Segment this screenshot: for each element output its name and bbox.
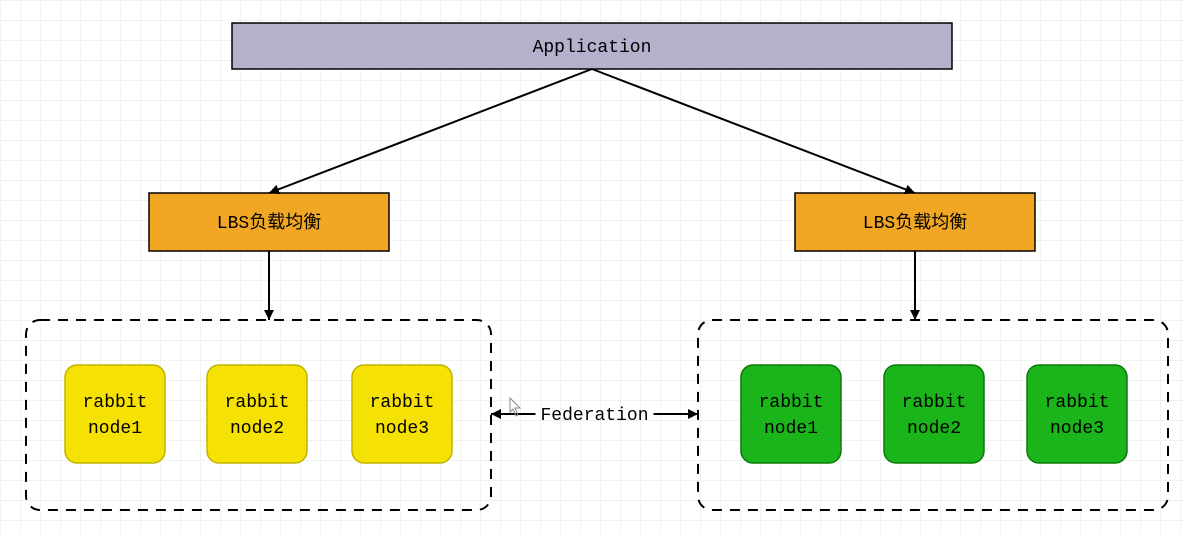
rabbit-left-node-2-line2: node2 [230,419,284,439]
diagram-canvas: ApplicationLBS负载均衡LBS负载均衡rabbitnode1rabb… [0,0,1184,534]
lbs-left-box: LBS负载均衡 [149,193,389,251]
rabbit-left-node-2-line1: rabbit [225,393,290,413]
rabbit-right-node-1-line2: node1 [764,419,818,439]
rabbit-right-node-1-line1: rabbit [759,393,824,413]
rabbit-right-node-2-line1: rabbit [902,393,967,413]
rabbit-right-node-2-line2: node2 [907,419,961,439]
application-box: Application [232,23,952,69]
rabbit-right-node-3-line1: rabbit [1045,393,1110,413]
rabbit-left-node-3: rabbit node3 [352,365,452,463]
lbs-right-box: LBS负载均衡 [795,193,1035,251]
lbs-left-box-label: LBS负载均衡 [217,212,321,234]
rabbit-left-node-2: rabbit node2 [207,365,307,463]
lbs-right-box-label: LBS负载均衡 [863,212,967,234]
rabbit-right-node-2: rabbit node2 [884,365,984,463]
rabbit-left-node-1-line1: rabbit [83,393,148,413]
application-box-label: Application [533,38,652,58]
grid-background [0,0,1184,534]
rabbit-right-node-1: rabbit node1 [741,365,841,463]
rabbit-left-node-1-line2: node1 [88,419,142,439]
rabbit-right-node-3: rabbit node3 [1027,365,1127,463]
rabbit-right-node-3-line2: node3 [1050,419,1104,439]
rabbit-left-node-3-line2: node3 [375,419,429,439]
federation-label: Federation [540,406,648,426]
rabbit-left-node-1: rabbit node1 [65,365,165,463]
rabbit-left-node-3-line1: rabbit [370,393,435,413]
